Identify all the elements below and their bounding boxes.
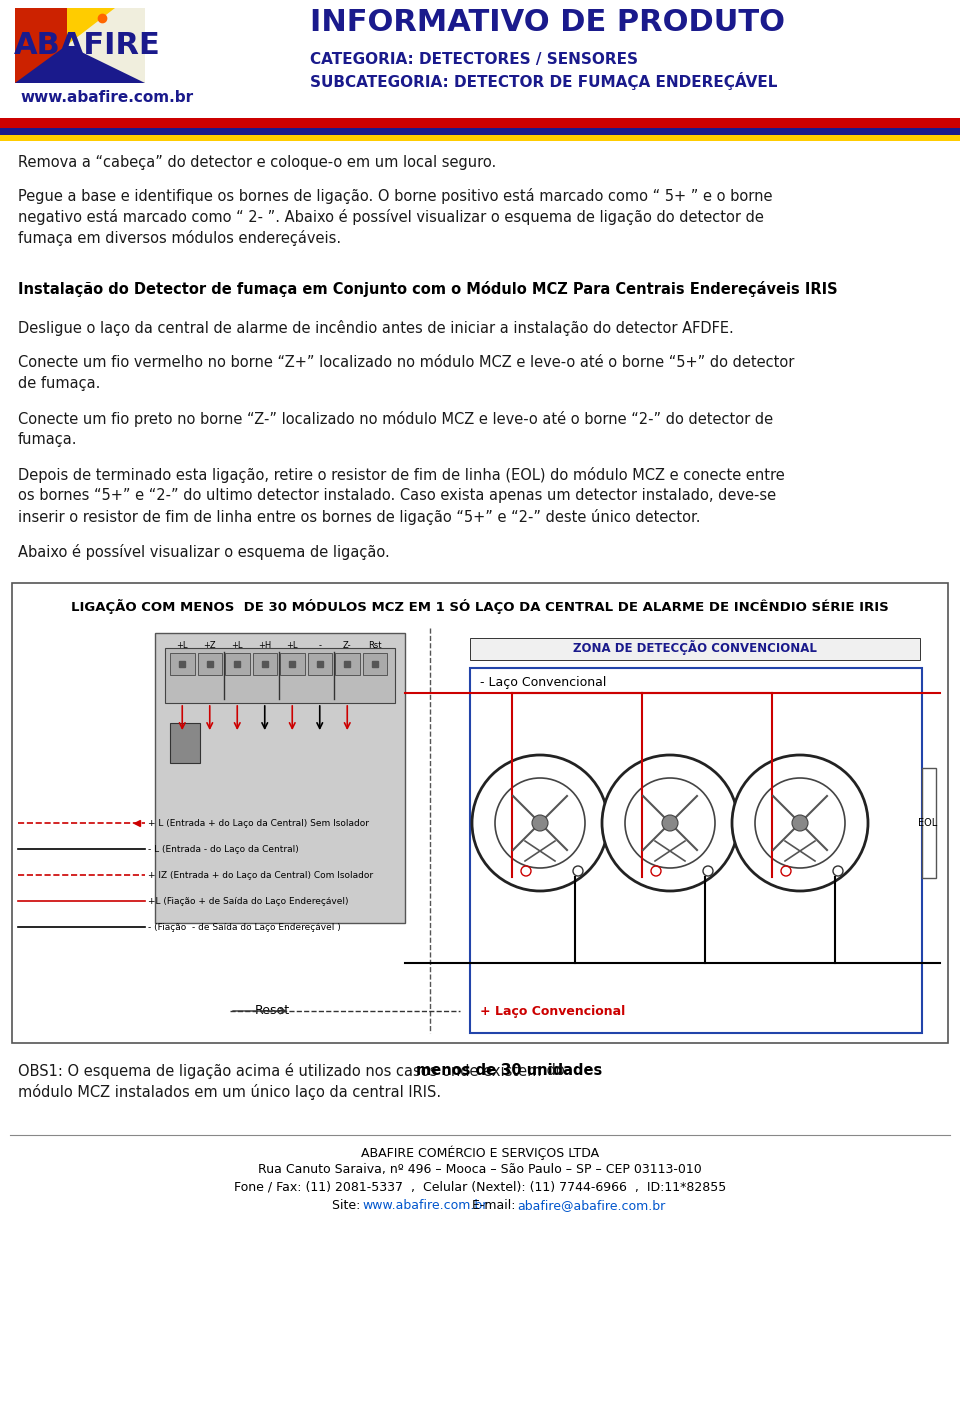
Text: negativo está marcado como “ 2- ”. Abaixo é possível visualizar o esquema de lig: negativo está marcado como “ 2- ”. Abaix… xyxy=(18,209,764,225)
Bar xyxy=(0,0,960,119)
Text: menos de 30 unidades: menos de 30 unidades xyxy=(416,1064,602,1078)
Text: 2-: 2- xyxy=(555,864,569,878)
Bar xyxy=(335,653,359,674)
Text: +L: +L xyxy=(286,641,298,651)
Text: 2-: 2- xyxy=(815,864,828,878)
Bar xyxy=(15,8,67,83)
Bar xyxy=(252,653,277,674)
Text: fumaça.: fumaça. xyxy=(18,431,78,447)
Text: ABAFIRE: ABAFIRE xyxy=(13,31,160,60)
Text: 5+: 5+ xyxy=(628,864,648,878)
Text: 5+: 5+ xyxy=(498,864,517,878)
Text: Z-: Z- xyxy=(343,641,351,651)
Bar xyxy=(12,583,948,1043)
Text: - Laço Convencional: - Laço Convencional xyxy=(480,676,607,688)
Text: + Laço Convencional: + Laço Convencional xyxy=(480,1005,625,1019)
Circle shape xyxy=(732,754,868,891)
Text: Conecte um fio preto no borne “Z-” localizado no módulo MCZ e leve-o até o borne: Conecte um fio preto no borne “Z-” local… xyxy=(18,412,773,427)
Text: INFORMATIVO DE PRODUTO: INFORMATIVO DE PRODUTO xyxy=(310,8,785,37)
Circle shape xyxy=(662,815,678,830)
Text: Desligue o laço da central de alarme de incêndio antes de iniciar a instalação d: Desligue o laço da central de alarme de … xyxy=(18,320,733,336)
Text: E-mail:: E-mail: xyxy=(452,1198,520,1213)
Text: +Z: +Z xyxy=(204,641,216,651)
Text: Remova a “cabeça” do detector e coloque-o em um local seguro.: Remova a “cabeça” do detector e coloque-… xyxy=(18,155,496,170)
Bar xyxy=(922,769,936,878)
Text: de fumaça.: de fumaça. xyxy=(18,377,101,391)
Polygon shape xyxy=(67,8,115,45)
Text: CATEGORIA: DETECTORES / SENSORES: CATEGORIA: DETECTORES / SENSORES xyxy=(310,52,638,67)
Text: Instalação do Detector de fumaça em Conjunto com o Módulo MCZ Para Centrais Ende: Instalação do Detector de fumaça em Conj… xyxy=(18,281,838,296)
Circle shape xyxy=(472,754,608,891)
Circle shape xyxy=(792,815,808,830)
Text: inserir o resistor de fim de linha entre os bornes de ligação “5+” e “2-” deste : inserir o resistor de fim de linha entre… xyxy=(18,509,701,525)
Text: +L: +L xyxy=(231,641,243,651)
Text: ZONA DE DETECÇÃO CONVENCIONAL: ZONA DE DETECÇÃO CONVENCIONAL xyxy=(573,641,817,655)
Polygon shape xyxy=(15,45,145,83)
Text: 5+: 5+ xyxy=(758,864,778,878)
Text: Site:: Site: xyxy=(332,1198,365,1213)
Text: LIGAÇÃO COM MENOS  DE 30 MÓDULOS MCZ EM 1 SÓ LAÇO DA CENTRAL DE ALARME DE INCÊND: LIGAÇÃO COM MENOS DE 30 MÓDULOS MCZ EM 1… xyxy=(71,599,889,614)
Text: fumaça em diversos módulos endereçáveis.: fumaça em diversos módulos endereçáveis. xyxy=(18,230,341,246)
Text: EOL: EOL xyxy=(919,818,938,828)
Text: OBS1: O esquema de ligação acima é utilizado nos casos onde existem: OBS1: O esquema de ligação acima é utili… xyxy=(18,1064,546,1079)
Text: Reset: Reset xyxy=(254,1005,290,1017)
Text: Rua Canuto Saraiva, nº 496 – Mooca – São Paulo – SP – CEP 03113-010: Rua Canuto Saraiva, nº 496 – Mooca – São… xyxy=(258,1163,702,1176)
Text: do: do xyxy=(541,1064,564,1078)
Bar xyxy=(170,724,200,763)
Circle shape xyxy=(602,754,738,891)
Text: +L (Fiação + de Saída do Laço Endereçável): +L (Fiação + de Saída do Laço Endereçáve… xyxy=(148,896,348,905)
Text: módulo MCZ instalados em um único laço da central IRIS.: módulo MCZ instalados em um único laço d… xyxy=(18,1085,442,1100)
Text: - L (Entrada - do Laço da Central): - L (Entrada - do Laço da Central) xyxy=(148,844,299,853)
Text: www.abafire.com.br: www.abafire.com.br xyxy=(363,1198,488,1213)
Bar xyxy=(155,634,405,923)
Text: -: - xyxy=(319,641,322,651)
Bar xyxy=(0,135,960,140)
Bar xyxy=(198,653,222,674)
Circle shape xyxy=(532,815,548,830)
Text: Rst: Rst xyxy=(368,641,381,651)
Text: Depois de terminado esta ligação, retire o resistor de fim de linha (EOL) do mód: Depois de terminado esta ligação, retire… xyxy=(18,466,784,483)
Text: Abaixo é possível visualizar o esquema de ligação.: Abaixo é possível visualizar o esquema d… xyxy=(18,544,390,561)
Text: Fone / Fax: (11) 2081-5337  ,  Celular (Nextel): (11) 7744-6966  ,  ID:11*82855: Fone / Fax: (11) 2081-5337 , Celular (Ne… xyxy=(234,1182,726,1194)
Text: SUBCATEGORIA: DETECTOR DE FUMAÇA ENDEREÇÁVEL: SUBCATEGORIA: DETECTOR DE FUMAÇA ENDEREÇ… xyxy=(310,72,778,90)
Bar xyxy=(165,648,395,702)
Text: ABAFIRE COMÉRCIO E SERVIÇOS LTDA: ABAFIRE COMÉRCIO E SERVIÇOS LTDA xyxy=(361,1145,599,1159)
Bar xyxy=(363,653,387,674)
Circle shape xyxy=(755,778,845,868)
Bar xyxy=(225,653,250,674)
Text: - (Fiação  - de Saída do Laço Endereçável ): - (Fiação - de Saída do Laço Endereçável… xyxy=(148,923,341,932)
Bar xyxy=(280,653,304,674)
Text: Pegue a base e identifique os bornes de ligação. O borne positivo está marcado c: Pegue a base e identifique os bornes de … xyxy=(18,188,773,204)
Text: os bornes “5+” e “2-” do ultimo detector instalado. Caso exista apenas um detect: os bornes “5+” e “2-” do ultimo detector… xyxy=(18,488,776,503)
Bar xyxy=(470,638,920,660)
Bar xyxy=(15,8,145,83)
Bar xyxy=(0,118,960,128)
Circle shape xyxy=(625,778,715,868)
Text: + IZ (Entrada + do Laço da Central) Com Isolador: + IZ (Entrada + do Laço da Central) Com … xyxy=(148,871,373,880)
Text: www.abafire.com.br: www.abafire.com.br xyxy=(20,90,193,105)
Text: +H: +H xyxy=(258,641,272,651)
Text: abafire@abafire.com.br: abafire@abafire.com.br xyxy=(517,1198,665,1213)
Bar xyxy=(170,653,195,674)
Bar xyxy=(0,128,960,135)
Circle shape xyxy=(495,778,585,868)
Text: Conecte um fio vermelho no borne “Z+” localizado no módulo MCZ e leve-o até o bo: Conecte um fio vermelho no borne “Z+” lo… xyxy=(18,355,794,370)
Text: + L (Entrada + do Laço da Central) Sem Isolador: + L (Entrada + do Laço da Central) Sem I… xyxy=(148,819,369,828)
Bar xyxy=(470,667,922,1033)
Text: 2-: 2- xyxy=(685,864,699,878)
Bar xyxy=(307,653,332,674)
Text: +L: +L xyxy=(177,641,188,651)
